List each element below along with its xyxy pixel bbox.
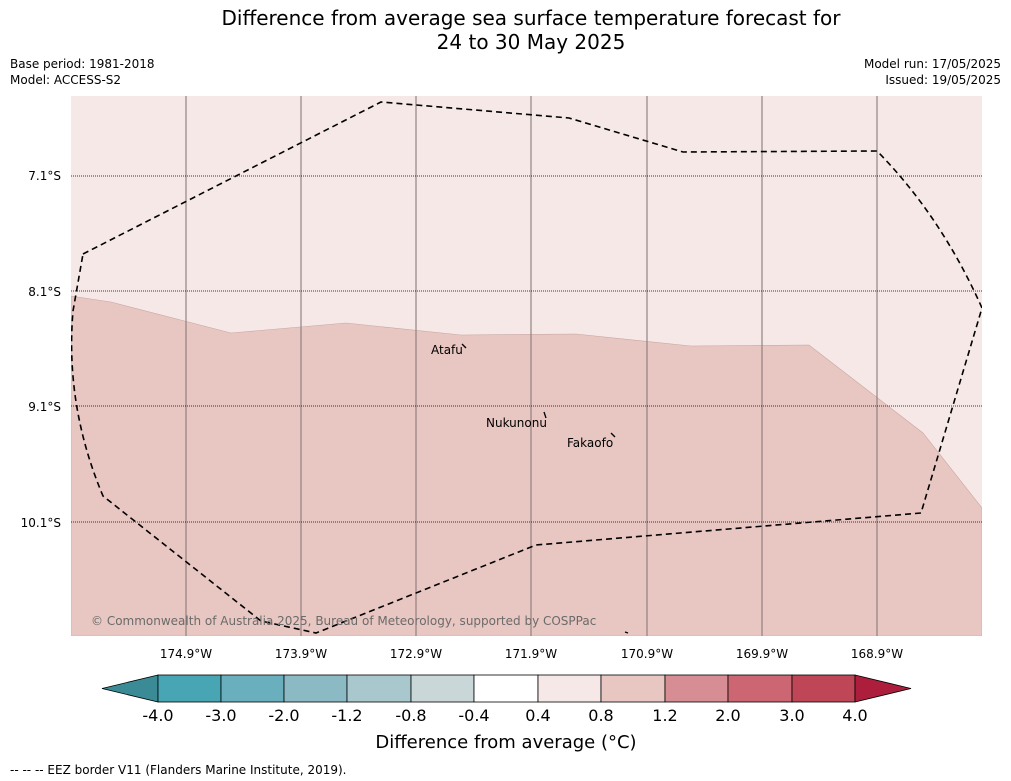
lat-label-7-1: 7.1°S [28, 169, 61, 183]
swains-island [624, 631, 629, 634]
lon-label-171-9: 171.9°W [504, 647, 558, 661]
map-title: Difference from average sea surface temp… [0, 6, 1011, 54]
colorbar-title: Difference from average (°C) [375, 732, 637, 753]
lon-label-173-9: 173.9°W [274, 647, 328, 661]
colorbar-arrow-high [854, 674, 912, 703]
colorbar-tick-5: -0.8 [395, 706, 427, 725]
copyright-notice: © Commonwealth of Australia 2025, Bureau… [91, 614, 597, 628]
colorbar-bin-3 [283, 674, 348, 703]
atafu-label: Atafu [431, 343, 463, 357]
issued-date: Issued: 19/05/2025 [885, 73, 1001, 87]
colorbar-tick-12: 4.0 [842, 706, 868, 725]
colorbar-tick-8: 0.8 [588, 706, 614, 725]
colorbar-tick-6: -0.4 [458, 706, 490, 725]
colorbar-tick-3: -2.0 [268, 706, 300, 725]
colorbar-tick-9: 1.2 [652, 706, 678, 725]
fakaofo-island [610, 432, 616, 438]
lat-label-10-1: 10.1°S [20, 516, 61, 530]
colorbar-tick-2: -3.0 [205, 706, 237, 725]
meta-right: Model run: 17/05/2025 Issued: 19/05/2025 [864, 56, 1001, 88]
colorbar [101, 674, 912, 703]
colorbar-bin-5 [410, 674, 475, 703]
colorbar-bin-8 [600, 674, 666, 703]
lat-label-8-1: 8.1°S [28, 285, 61, 299]
colorbar-tick-10: 2.0 [715, 706, 741, 725]
anomaly-region-darker [71, 295, 982, 636]
colorbar-bin-6 [473, 674, 539, 703]
lon-label-168-9: 168.9°W [850, 647, 904, 661]
colorbar-bin-2 [220, 674, 285, 703]
atafu-island [461, 343, 467, 349]
colorbar-bin-9 [664, 674, 729, 703]
lon-label-169-9: 169.9°W [735, 647, 789, 661]
meridian-lines [185, 96, 878, 636]
colorbar-bin-11 [791, 674, 856, 703]
lat-label-9-1: 9.1°S [28, 400, 61, 414]
model-run: Model run: 17/05/2025 [863, 57, 1001, 71]
title-line-1: Difference from average sea surface temp… [221, 6, 841, 30]
colorbar-tick-11: 3.0 [779, 706, 805, 725]
colorbar-bin-7 [537, 674, 602, 703]
colorbar-arrow-low [101, 674, 159, 703]
colorbar-tick-1: -4.0 [142, 706, 174, 725]
fakaofo-label: Fakaofo [567, 436, 614, 450]
colorbar-bin-4 [346, 674, 412, 703]
colorbar-bin-10 [727, 674, 793, 703]
lon-label-172-9: 172.9°W [389, 647, 443, 661]
nukunonu-island [543, 411, 547, 419]
model-name: Model: ACCESS-S2 [10, 73, 122, 87]
colorbar-bin-1 [157, 674, 222, 703]
colorbar-tick-7: 0.4 [525, 706, 551, 725]
meta-left: Base period: 1981-2018 Model: ACCESS-S2 [10, 56, 155, 88]
base-period: Base period: 1981-2018 [10, 57, 155, 71]
eez-border [71, 101, 982, 634]
title-line-2: 24 to 30 May 2025 [436, 30, 626, 54]
nukunonu-label: Nukunonu [486, 416, 547, 430]
map-area [71, 96, 982, 636]
lon-label-170-9: 170.9°W [620, 647, 674, 661]
eez-footnote: -- -- -- EEZ border V11 (Flanders Marine… [10, 763, 347, 777]
colorbar-tick-4: -1.2 [331, 706, 363, 725]
lon-label-174-9: 174.9°W [159, 647, 213, 661]
